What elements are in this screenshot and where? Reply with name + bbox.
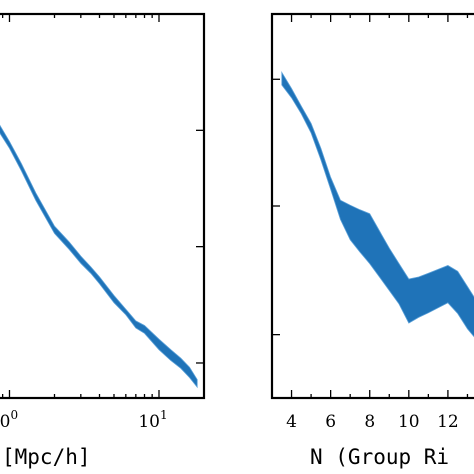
left-x-tick-label: 101 bbox=[138, 408, 167, 432]
right-x-axis-label: N (Group Ri bbox=[310, 445, 449, 469]
right-x-tick-label: 8 bbox=[364, 412, 375, 432]
right-plot-frame bbox=[270, 12, 474, 400]
right-x-tick-label: 10 bbox=[398, 412, 420, 432]
right-y-ticks bbox=[272, 78, 280, 336]
left-series-band bbox=[0, 124, 198, 389]
left-x-ticks: 100 101 bbox=[0, 14, 205, 432]
left-plot-frame bbox=[0, 12, 206, 400]
left-panel: 100 101 [Mpc/h] bbox=[0, 12, 206, 469]
left-y-ticks bbox=[196, 13, 204, 364]
right-x-tick-label: 4 bbox=[286, 412, 297, 432]
right-x-tick-label: 6 bbox=[325, 412, 336, 432]
right-x-tick-label: 12 bbox=[437, 412, 459, 432]
left-x-tick-label: 100 bbox=[0, 408, 18, 432]
right-x-ticks: 4 6 8 10 12 bbox=[271, 14, 469, 432]
right-series-band bbox=[281, 70, 474, 338]
left-x-axis-label: [Mpc/h] bbox=[2, 445, 91, 469]
right-panel: 4 6 8 10 12 N (Group Ri bbox=[270, 12, 474, 469]
